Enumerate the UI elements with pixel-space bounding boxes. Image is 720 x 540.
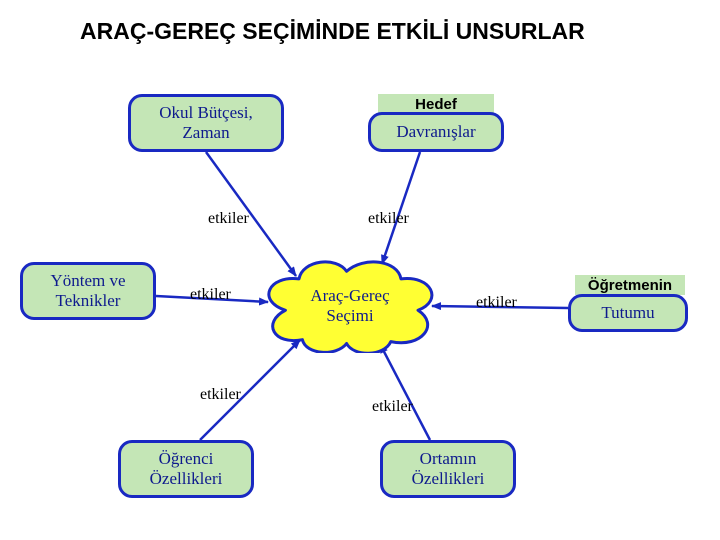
center-cloud-line: Seçimi (326, 306, 373, 326)
diagram-stage: ARAÇ-GEREÇ SEÇİMİNDE ETKİLİ UNSURLAR Hed… (0, 0, 720, 540)
edge-label-ogrenci: etkiler (200, 386, 241, 404)
edge-label-ortam: etkiler (372, 398, 413, 416)
node-ogrenci: ÖğrenciÖzellikleri (118, 440, 254, 498)
center-cloud: Araç-GereçSeçimi (265, 258, 435, 353)
node-yontem: Yöntem veTeknikler (20, 262, 156, 320)
edge-label-yontem: etkiler (190, 286, 231, 304)
arrow-davranis (382, 152, 420, 264)
node-ortam-line: Ortamın (420, 449, 477, 469)
node-ortam: OrtamınÖzellikleri (380, 440, 516, 498)
arrow-ortam (380, 344, 430, 440)
node-tutum: Tutumu (568, 294, 688, 332)
edge-label-okul: etkiler (208, 210, 249, 228)
node-okul: Okul Bütçesi,Zaman (128, 94, 284, 152)
node-yontem-line: Yöntem ve (50, 271, 125, 291)
node-davranis-line: Davranışlar (396, 122, 475, 142)
node-okul-line: Okul Bütçesi, (159, 103, 253, 123)
center-cloud-line: Araç-Gereç (310, 286, 389, 306)
node-ortam-line: Özellikleri (412, 469, 485, 489)
center-cloud-text: Araç-GereçSeçimi (265, 258, 435, 353)
page-title: ARAÇ-GEREÇ SEÇİMİNDE ETKİLİ UNSURLAR (80, 18, 585, 45)
ogretmenin-overlay-label: Öğretmenin (575, 275, 685, 295)
hedef-overlay-label: Hedef (378, 94, 494, 114)
node-ogrenci-line: Özellikleri (150, 469, 223, 489)
edge-label-tutum: etkiler (476, 294, 517, 312)
node-okul-line: Zaman (182, 123, 229, 143)
edge-label-davranis: etkiler (368, 210, 409, 228)
node-yontem-line: Teknikler (56, 291, 121, 311)
node-tutum-line: Tutumu (601, 303, 654, 323)
node-ogrenci-line: Öğrenci (159, 449, 214, 469)
node-davranis: Davranışlar (368, 112, 504, 152)
